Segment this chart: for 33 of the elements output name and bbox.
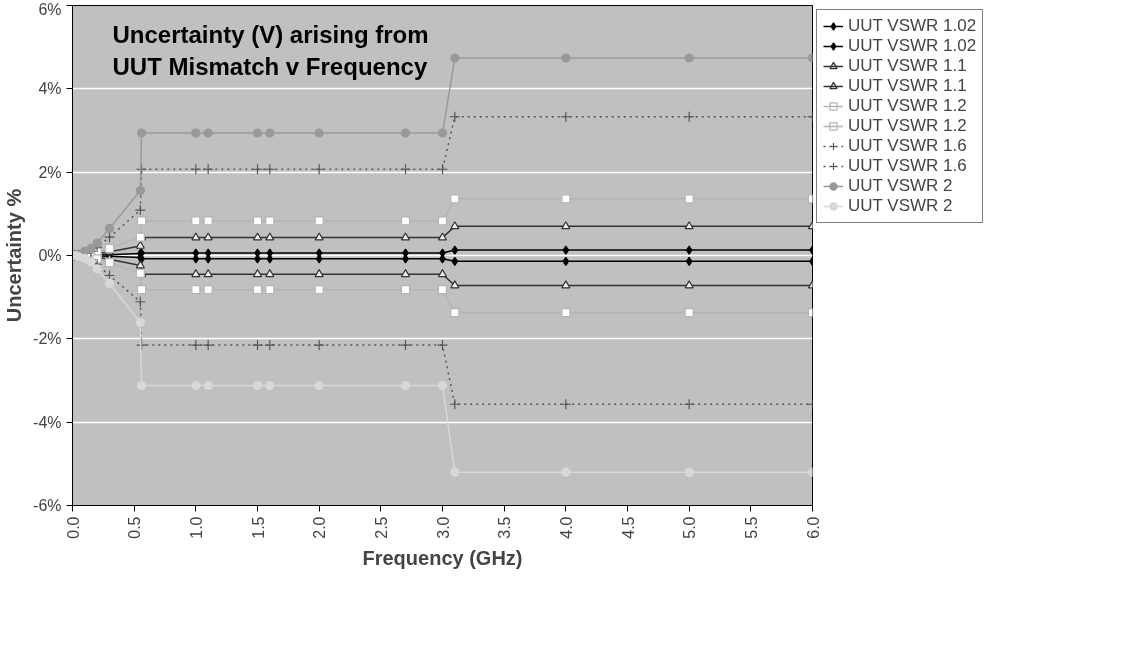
- legend-label: UUT VSWR 1.2: [848, 96, 968, 116]
- legend-label: UUT VSWR 1.6: [848, 136, 968, 156]
- x-tick-label: 4.5: [619, 516, 637, 539]
- legend-label: UUT VSWR 1.02: [848, 36, 977, 56]
- text: Uncertainty (V) arising from UUT Mismatch v Frequency: [112, 20, 429, 80]
- y-tick-label: 0%: [38, 247, 62, 264]
- legend-label: UUT VSWR 2: [848, 196, 954, 216]
- legend-label: UUT VSWR 2: [848, 176, 954, 196]
- x-tick-label: 5.0: [681, 516, 699, 539]
- y-axis-title: Uncertainty %: [3, 188, 26, 323]
- x-tick-label: 2.5: [372, 516, 390, 539]
- y-tick-label: -4%: [33, 413, 62, 431]
- legend-label: UUT VSWR 1.2: [848, 116, 968, 136]
- y-tick-label: -2%: [33, 330, 62, 348]
- x-tick-label: 3.0: [434, 516, 452, 539]
- x-tick-label: 5.5: [742, 516, 760, 539]
- y-tick-label: 6%: [38, 0, 62, 18]
- x-tick-label: 6.0: [804, 516, 822, 539]
- legend-label: UUT VSWR 1.02: [848, 16, 977, 36]
- x-tick-label: 1.0: [187, 516, 205, 539]
- y-tick-label: -6%: [33, 497, 62, 514]
- x-tick-label: 4.0: [557, 516, 575, 539]
- legend-label: UUT VSWR 1.6: [848, 156, 968, 176]
- x-tick-label: 0.0: [64, 516, 82, 539]
- x-tick-label: 2.0: [311, 516, 329, 539]
- x-tick-label: 1.5: [249, 516, 267, 539]
- legend-label: UUT VSWR 1.1: [848, 76, 968, 96]
- y-tick-label: 2%: [38, 163, 62, 181]
- x-tick-label: 3.5: [496, 516, 514, 539]
- x-axis-title: Frequency (GHz): [362, 546, 523, 569]
- x-tick-label: 0.5: [126, 516, 144, 539]
- y-tick-label: 4%: [38, 80, 62, 98]
- legend-label: UUT VSWR 1.1: [848, 56, 968, 76]
